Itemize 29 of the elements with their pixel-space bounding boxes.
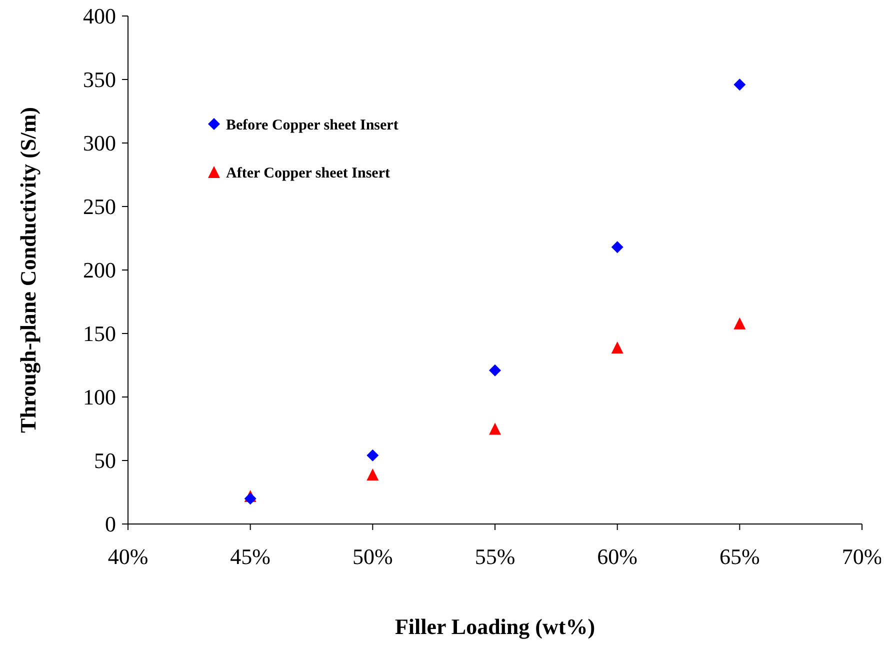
y-tick-label: 250 xyxy=(83,194,116,220)
x-tick-label: 45% xyxy=(230,544,270,569)
point xyxy=(734,78,746,91)
x-tick-label: 40% xyxy=(108,544,148,569)
legend-label: After Copper sheet Insert xyxy=(226,165,390,182)
y-tick-label: 350 xyxy=(83,67,116,92)
point xyxy=(366,468,379,480)
x-tick-label: 65% xyxy=(720,544,760,569)
x-tick-label: 50% xyxy=(352,544,393,569)
y-axis-title: Through-plane Conductivity (S/m) xyxy=(16,107,41,433)
point xyxy=(489,364,501,376)
x-tick-label: 70% xyxy=(842,544,882,569)
y-tick-label: 50 xyxy=(94,448,116,474)
point xyxy=(244,492,256,505)
y-tick-label: 400 xyxy=(83,4,116,29)
y-tick-label: 150 xyxy=(83,321,116,346)
point xyxy=(366,449,379,462)
x-axis-title: Filler Loading (wt%) xyxy=(394,614,596,639)
x-tick-label: 60% xyxy=(597,544,638,569)
point xyxy=(611,341,624,354)
y-tick-label: 200 xyxy=(83,258,116,283)
point xyxy=(734,317,746,330)
legend-label: Before Copper sheet Insert xyxy=(226,117,398,134)
point xyxy=(489,422,501,435)
point xyxy=(611,241,624,254)
y-tick-label: 100 xyxy=(83,384,116,410)
x-tick-label: 55% xyxy=(474,544,516,569)
y-tick-label: 300 xyxy=(83,130,116,156)
y-tick-label: 0 xyxy=(105,512,116,537)
